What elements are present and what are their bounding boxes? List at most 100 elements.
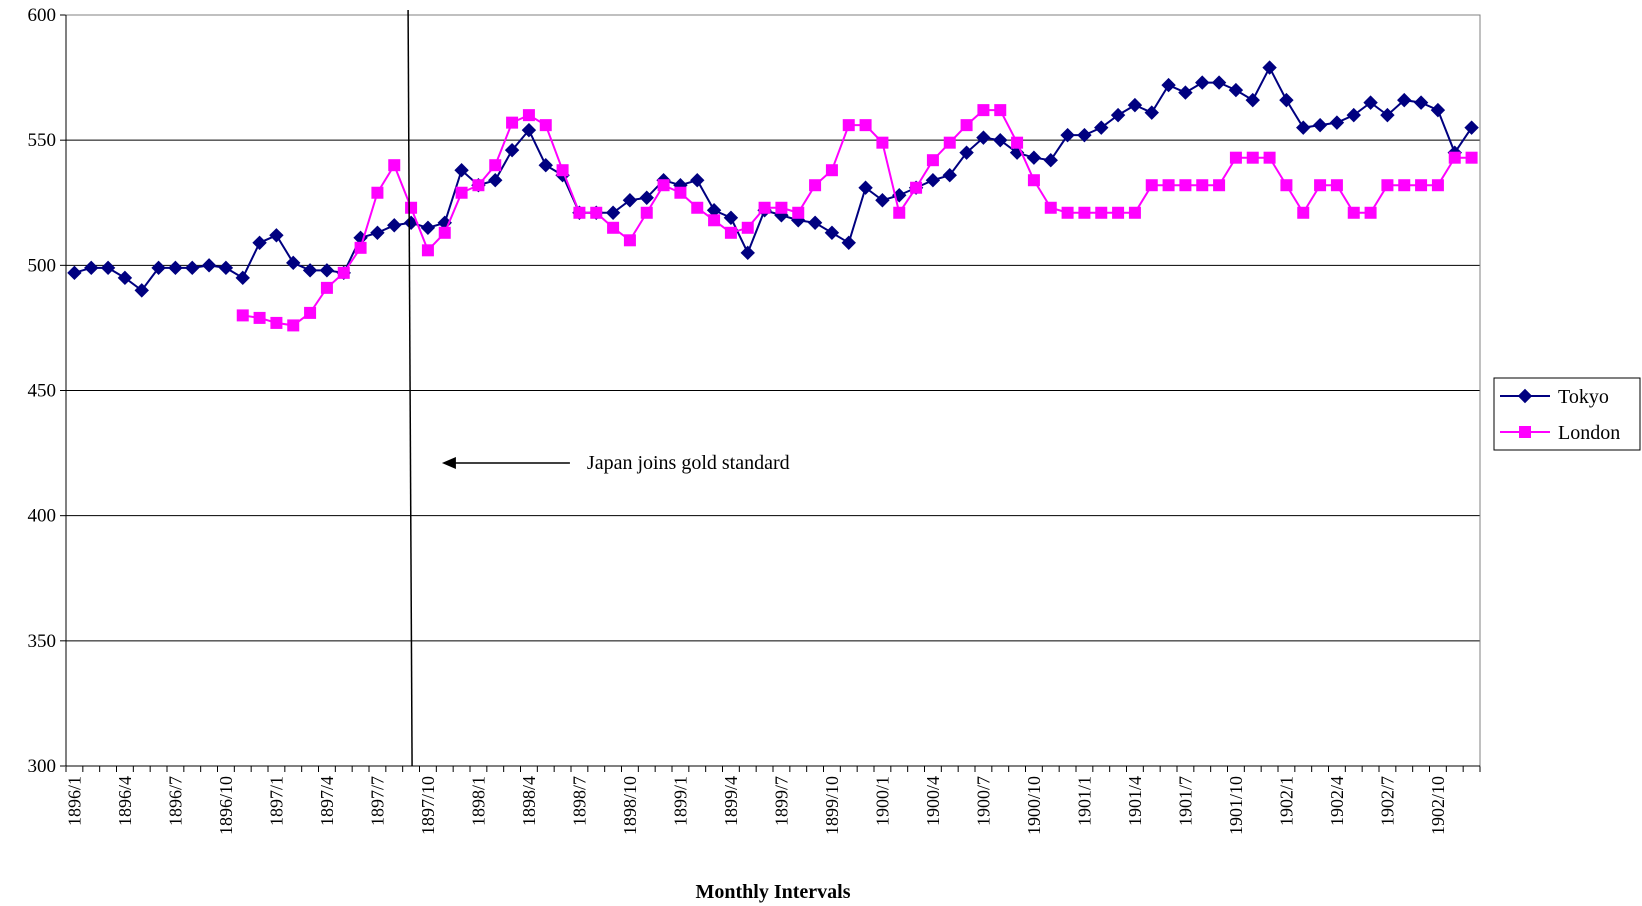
x-tick-label-1896-7: 1896/7 bbox=[165, 776, 185, 826]
london-point bbox=[1314, 179, 1327, 192]
tokyo-point bbox=[269, 228, 284, 243]
tokyo-point bbox=[690, 173, 705, 188]
london-point bbox=[943, 136, 956, 149]
london-point bbox=[573, 206, 586, 219]
gold-standard-vertical-line bbox=[407, 9, 413, 767]
london-point bbox=[825, 164, 838, 177]
tokyo-point bbox=[218, 260, 234, 276]
tokyo-point bbox=[185, 260, 200, 276]
london-point bbox=[1145, 179, 1158, 192]
tokyo-point bbox=[387, 218, 402, 233]
tokyo-point bbox=[1110, 107, 1126, 123]
tokyo-point bbox=[1380, 107, 1395, 123]
y-tick-label-500: 500 bbox=[28, 255, 57, 276]
london-point bbox=[607, 221, 620, 234]
london-point bbox=[1415, 179, 1428, 192]
london-point bbox=[1162, 179, 1175, 192]
tokyo-point bbox=[370, 225, 385, 240]
tokyo-point bbox=[488, 173, 503, 188]
tokyo-point bbox=[1296, 120, 1311, 135]
london-point bbox=[741, 221, 754, 234]
london-point bbox=[994, 104, 1007, 117]
tokyo-point bbox=[1363, 95, 1378, 110]
london-point bbox=[1465, 151, 1478, 164]
x-tick-label-1900-7: 1900/7 bbox=[973, 776, 993, 826]
tokyo-point bbox=[824, 225, 840, 240]
annotation-arrow-head bbox=[441, 457, 456, 469]
x-axis-title: Monthly Intervals bbox=[696, 881, 851, 903]
x-tick-label-1899-10: 1899/10 bbox=[822, 776, 842, 835]
tokyo-point bbox=[1413, 95, 1429, 110]
tokyo-point bbox=[319, 263, 335, 278]
london-point bbox=[438, 226, 451, 239]
tokyo-point bbox=[1060, 127, 1075, 143]
london-point bbox=[304, 306, 317, 319]
london-point bbox=[522, 109, 535, 122]
tokyo-point bbox=[538, 157, 553, 173]
y-tick-label-600: 600 bbox=[28, 5, 57, 26]
tokyo-point bbox=[504, 142, 520, 158]
london-point bbox=[1179, 179, 1192, 192]
x-tick-label-1899-1: 1899/1 bbox=[670, 776, 690, 826]
london-point bbox=[556, 164, 569, 177]
london-point bbox=[405, 201, 418, 214]
tokyo-point bbox=[1228, 82, 1244, 98]
tokyo-point bbox=[1211, 75, 1227, 90]
x-tick-label-1898-10: 1898/10 bbox=[620, 776, 640, 835]
legend: Tokyo London bbox=[1493, 377, 1641, 451]
series-tokyo bbox=[67, 60, 1479, 298]
london-point bbox=[1381, 179, 1394, 192]
london-point bbox=[691, 201, 704, 214]
london-point bbox=[1196, 179, 1209, 192]
x-tick-label-1896-10: 1896/10 bbox=[216, 776, 236, 835]
x-tick-label-1900-1: 1900/1 bbox=[872, 776, 892, 826]
x-tick-label-1902-4: 1902/4 bbox=[1327, 776, 1347, 826]
x-tick-label-1901-4: 1901/4 bbox=[1125, 776, 1145, 826]
london-point bbox=[270, 316, 283, 329]
london-point bbox=[472, 179, 485, 192]
legend-label-tokyo: Tokyo bbox=[1558, 386, 1609, 408]
tokyo-point bbox=[976, 130, 991, 145]
tokyo-point bbox=[134, 283, 149, 298]
x-tick-label-1901-10: 1901/10 bbox=[1226, 776, 1246, 835]
london-point bbox=[1229, 151, 1242, 164]
tokyo-point bbox=[521, 122, 537, 138]
tokyo-point bbox=[1043, 152, 1058, 168]
x-tick-label-1897-1: 1897/1 bbox=[266, 776, 286, 826]
london-point bbox=[1213, 179, 1226, 192]
tokyo-point bbox=[168, 260, 183, 276]
x-tick-label-1902-7: 1902/7 bbox=[1377, 776, 1397, 826]
london-point bbox=[1011, 136, 1024, 149]
tokyo-point bbox=[622, 193, 638, 208]
tokyo-point bbox=[151, 260, 166, 276]
tokyo-point bbox=[639, 190, 654, 205]
y-tick-label-450: 450 bbox=[28, 381, 57, 402]
tokyo-point bbox=[252, 235, 267, 251]
x-tick-label-1901-1: 1901/1 bbox=[1074, 776, 1094, 826]
london-point bbox=[287, 319, 300, 332]
tokyo-point bbox=[1329, 115, 1345, 130]
y-tick-label-350: 350 bbox=[28, 631, 57, 652]
london-point bbox=[388, 159, 401, 172]
tokyo-point bbox=[454, 162, 469, 178]
tokyo-point bbox=[201, 258, 217, 273]
london-point bbox=[674, 186, 687, 199]
london-point bbox=[876, 136, 889, 149]
tokyo-point bbox=[858, 180, 873, 195]
london-point bbox=[1431, 179, 1444, 192]
london-point bbox=[1398, 179, 1411, 192]
london-point bbox=[1297, 206, 1310, 219]
x-tick-label-1900-4: 1900/4 bbox=[923, 776, 943, 826]
london-point bbox=[1027, 174, 1040, 187]
tokyo-point bbox=[100, 260, 116, 276]
x-tick-label-1899-7: 1899/7 bbox=[771, 776, 791, 826]
london-point bbox=[1044, 201, 1057, 214]
tokyo-point bbox=[420, 220, 436, 235]
london-point bbox=[1095, 206, 1108, 219]
x-tick-label-1898-4: 1898/4 bbox=[519, 776, 539, 826]
x-tick-label-1896-1: 1896/1 bbox=[64, 776, 84, 826]
london-point bbox=[455, 186, 468, 199]
london-point bbox=[809, 179, 822, 192]
london-point bbox=[1280, 179, 1293, 192]
tokyo-point bbox=[235, 270, 250, 286]
